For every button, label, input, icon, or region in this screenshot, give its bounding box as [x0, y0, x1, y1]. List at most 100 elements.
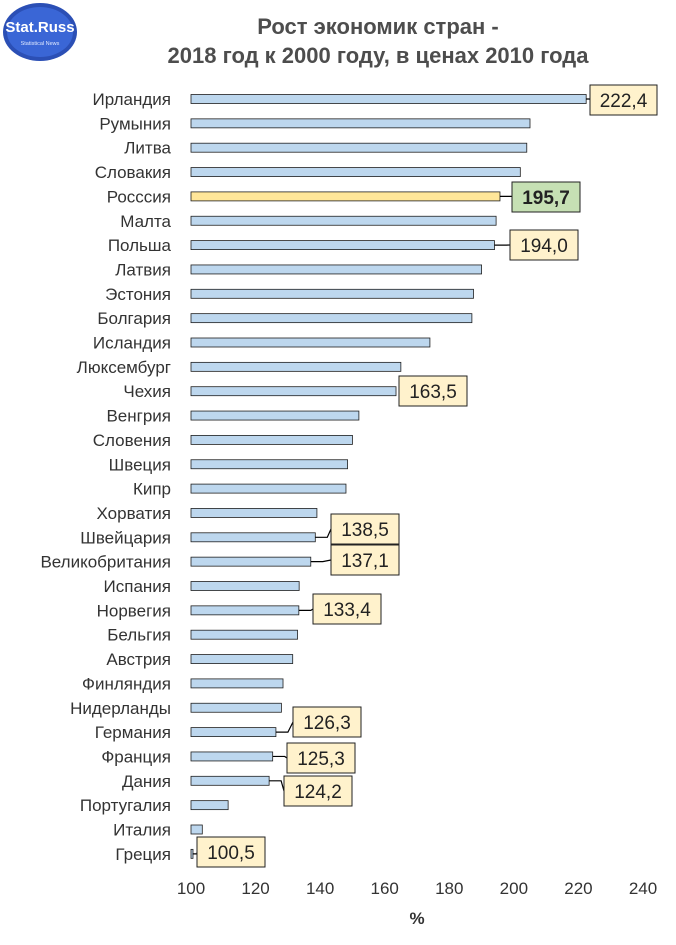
bar-4 — [190, 167, 521, 177]
bar-9 — [190, 288, 474, 299]
category-label: Финляндия — [82, 674, 171, 693]
data-label-box — [589, 84, 658, 116]
category-label: Венгрия — [106, 407, 171, 426]
category-label: Великобритания — [40, 553, 171, 572]
stat-russ-logo: Stat.Russ Statistical News — [3, 3, 77, 61]
data-label-box — [283, 775, 353, 807]
logo-subtext: Statistical News — [21, 41, 60, 47]
data-label: 194,0 — [520, 236, 568, 257]
bar-23 — [190, 629, 298, 640]
bar-30 — [190, 800, 229, 811]
category-label: Исландия — [93, 334, 171, 353]
category-label: Испания — [104, 577, 171, 596]
callout-leader — [499, 195, 513, 198]
data-label-box — [330, 544, 400, 576]
bar-26 — [190, 702, 282, 713]
category-label: Бельгия — [107, 626, 171, 645]
data-label: 124,2 — [294, 782, 342, 803]
category-label: Швеция — [109, 455, 171, 474]
data-label-box — [312, 593, 382, 625]
bar-27 — [190, 727, 277, 737]
data-label-box — [330, 513, 400, 545]
x-tick-label: 160 — [371, 879, 399, 898]
category-label: Чехия — [123, 382, 171, 401]
callout-leader — [269, 780, 285, 792]
callout-leader — [298, 608, 314, 611]
data-label-box — [511, 181, 581, 213]
category-label: Нидерланды — [70, 699, 171, 718]
category-label: Латвия — [115, 260, 171, 279]
data-label: 138,5 — [341, 520, 389, 541]
data-label: 137,1 — [341, 551, 389, 572]
category-label: Малта — [120, 212, 171, 231]
bar-10 — [190, 313, 473, 324]
data-label: 133,4 — [323, 600, 371, 621]
category-label: Люксембург — [77, 358, 171, 377]
x-tick-label: 140 — [306, 879, 334, 898]
category-label: Швейцария — [80, 528, 171, 547]
category-label: Германия — [95, 723, 171, 742]
bar-19 — [190, 532, 316, 543]
category-label: Эстония — [105, 285, 171, 304]
category-label: Франция — [101, 747, 171, 766]
data-label-box — [398, 375, 468, 407]
category-label: Словакия — [95, 163, 171, 182]
bar-15 — [190, 434, 353, 445]
bar-16 — [190, 459, 348, 470]
category-label: Словения — [93, 431, 171, 450]
chart-title-line1: Рост экономик стран - — [257, 14, 499, 39]
bar-13 — [190, 386, 397, 397]
bar-8 — [190, 264, 482, 275]
data-label: 163,5 — [409, 382, 457, 403]
callout-leader — [272, 755, 288, 759]
bar-14 — [190, 410, 360, 421]
bar-3 — [190, 142, 528, 153]
bar-11 — [190, 337, 431, 348]
callout-leader — [315, 528, 332, 538]
category-label: Италия — [113, 821, 171, 840]
data-label: 126,3 — [303, 713, 351, 734]
category-label: Норвегия — [97, 601, 171, 620]
bar-6 — [190, 215, 497, 226]
x-tick-label: 120 — [241, 879, 269, 898]
bars-layer — [190, 94, 587, 859]
category-label: Ирландия — [93, 90, 171, 109]
category-label: Польша — [108, 236, 172, 255]
bar-1 — [190, 94, 587, 104]
category-label: Дания — [122, 772, 171, 791]
callout-leader — [586, 98, 591, 100]
bar-22 — [190, 605, 300, 616]
bar-31 — [190, 824, 203, 835]
x-tick-label: 220 — [564, 879, 592, 898]
bar-21 — [190, 581, 300, 591]
bar-24 — [190, 654, 294, 664]
category-label: Португалия — [80, 796, 171, 815]
bar-2 — [190, 118, 531, 129]
x-tick-label: 200 — [500, 879, 528, 898]
x-axis-ticks: 100 120 140 160 180 200 220 240 — [177, 879, 657, 898]
bar-18 — [190, 508, 318, 518]
data-label-callouts: 222,4 195,7 194,0 163,5 138,5 137,1 133,4 126,3… — [192, 84, 658, 868]
category-labels: Ирландия Румыния Литва Словакия Росссия Малта… — [40, 90, 171, 864]
x-axis-title: % — [409, 909, 424, 928]
bar-7 — [190, 240, 495, 251]
callout-leader — [310, 559, 332, 563]
category-label: Литва — [124, 139, 171, 158]
category-label: Хорватия — [97, 504, 171, 523]
logo-text: Stat.Russ — [5, 19, 74, 36]
data-label: 222,4 — [600, 91, 648, 112]
data-label: 100,5 — [207, 843, 255, 864]
bar-20 — [190, 556, 312, 567]
bar-28 — [190, 751, 274, 762]
category-label: Румыния — [99, 114, 171, 133]
callout-leader — [275, 721, 294, 733]
bar-5 — [190, 191, 501, 202]
data-label: 195,7 — [522, 188, 570, 209]
data-label-box — [196, 836, 266, 868]
category-label: Австрия — [106, 650, 171, 669]
category-label: Кипр — [133, 480, 171, 499]
x-tick-label: 240 — [629, 879, 657, 898]
bar-17 — [190, 483, 347, 494]
chart-title-line2: 2018 год к 2000 году, в ценах 2010 года — [167, 43, 589, 68]
